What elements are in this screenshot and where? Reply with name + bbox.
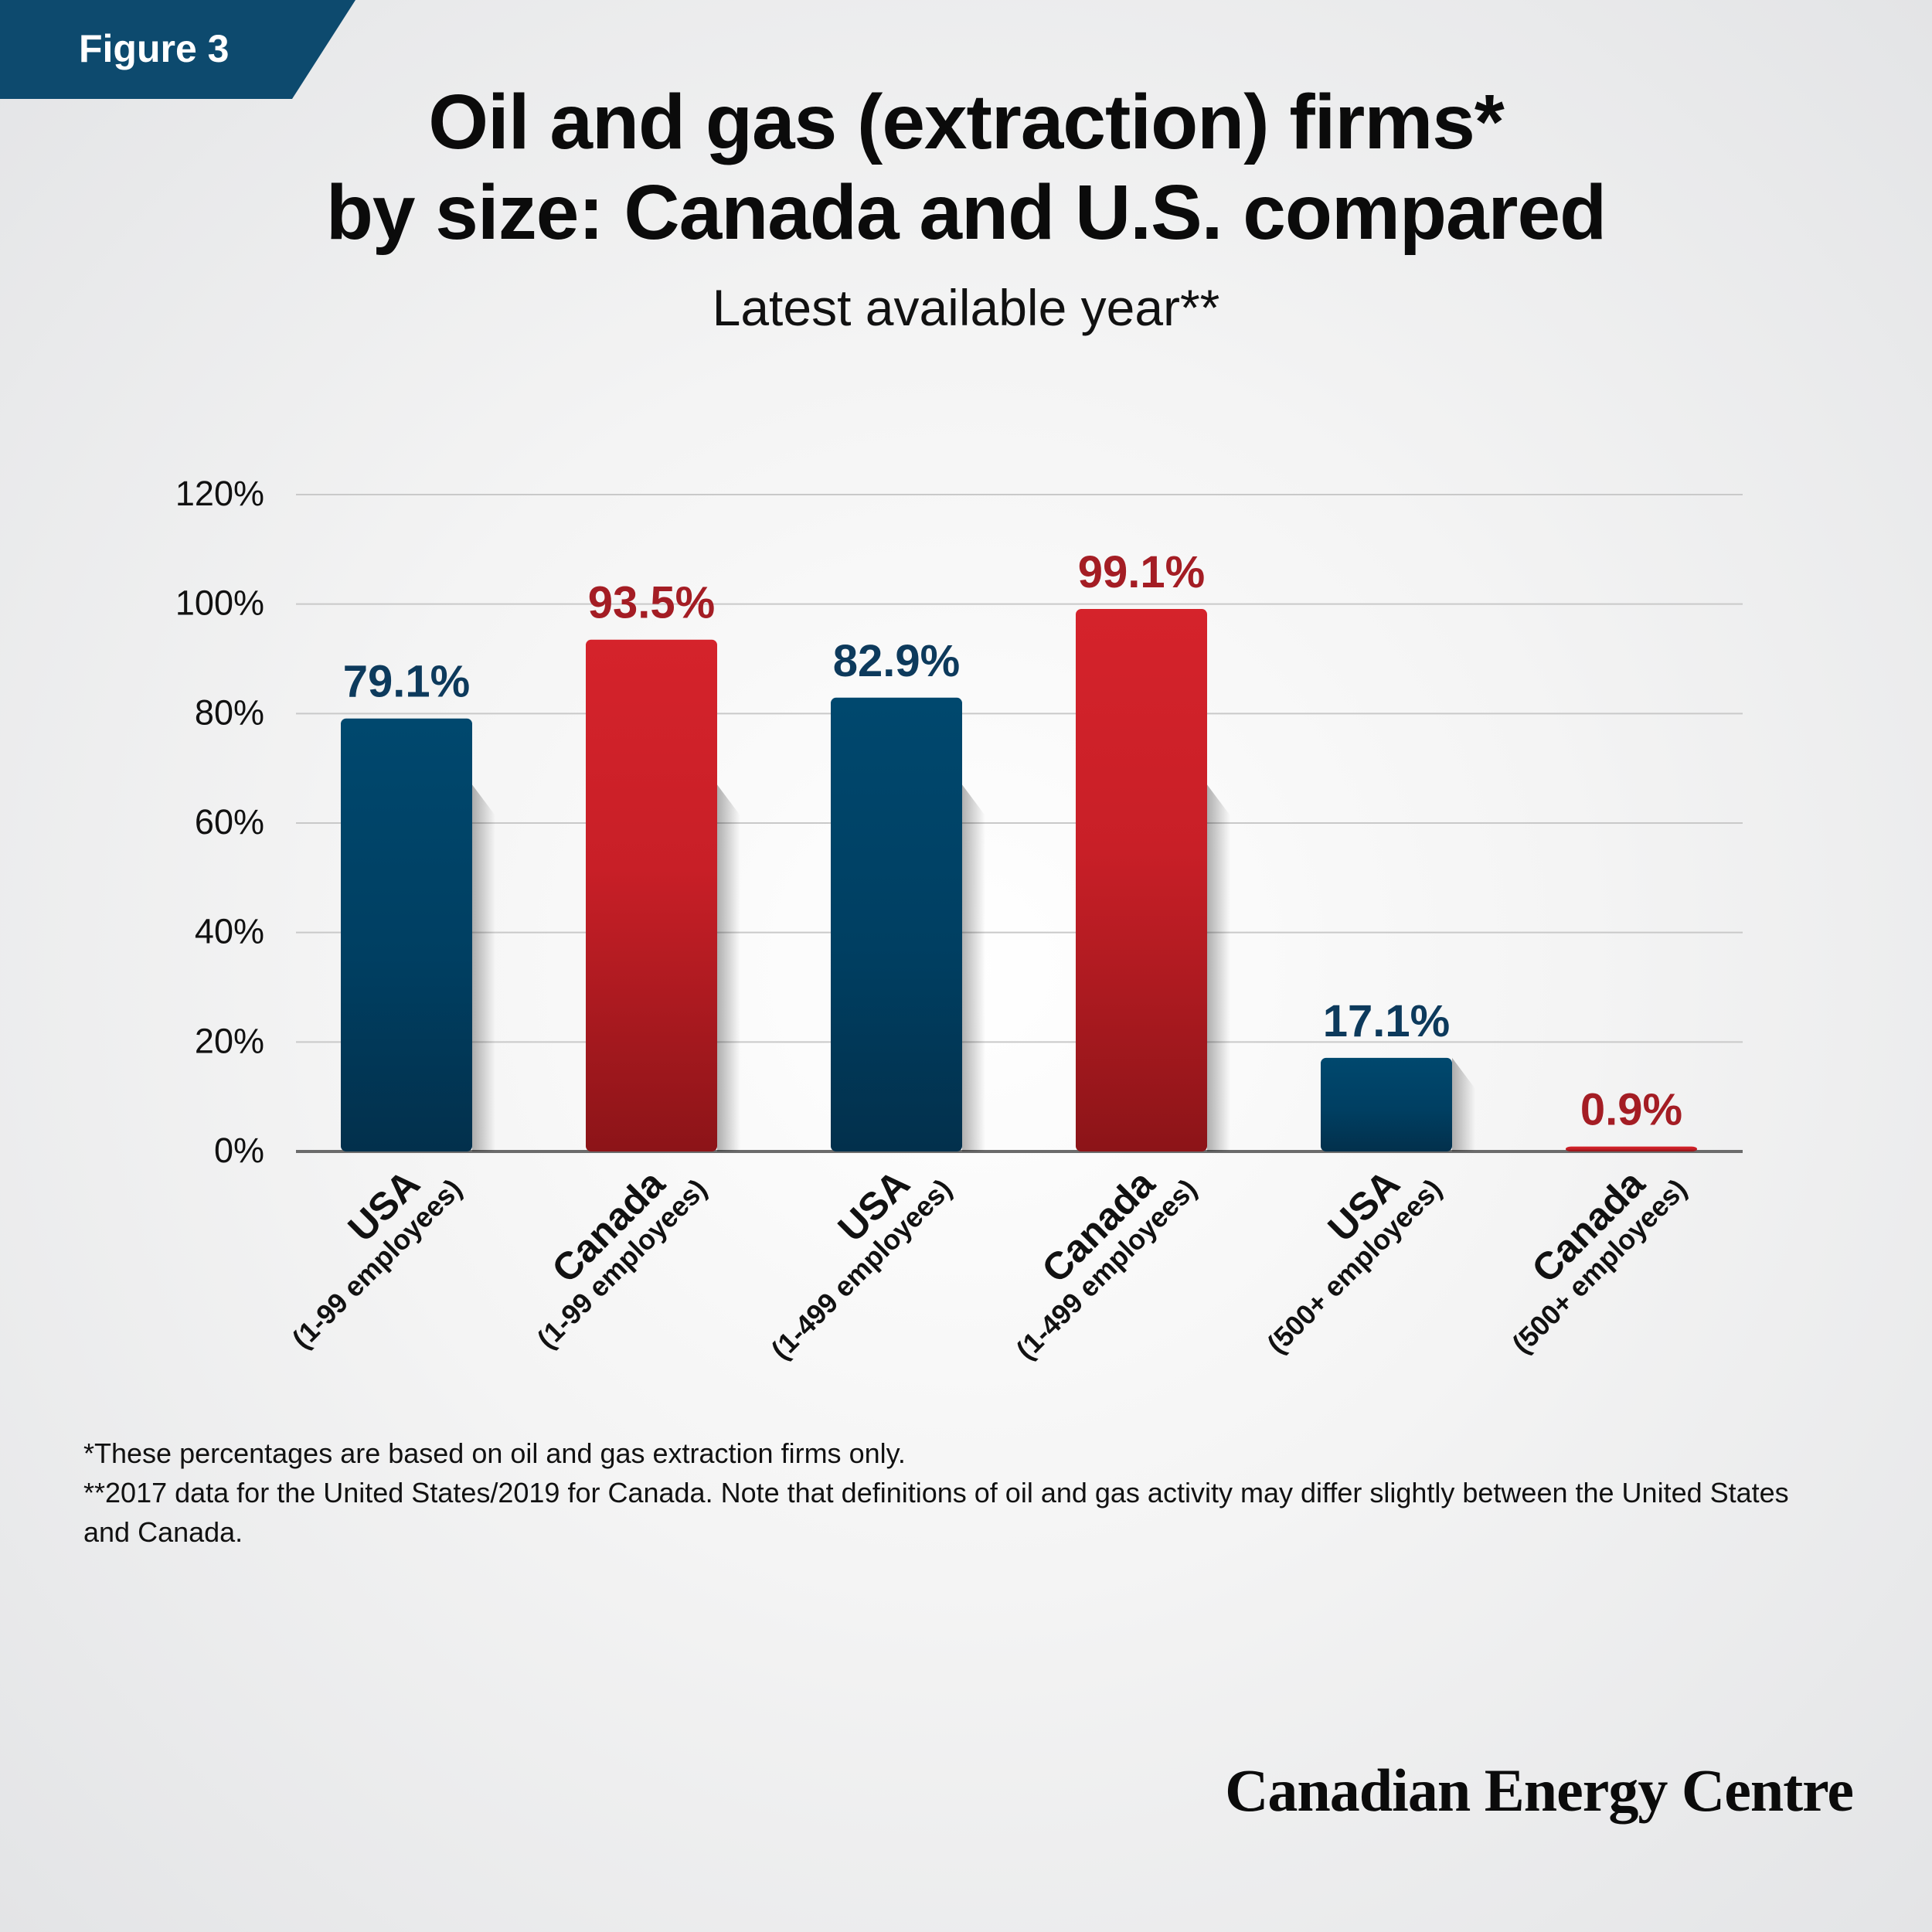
value-label: 17.1% bbox=[1323, 996, 1450, 1046]
y-tick-label: 100% bbox=[175, 583, 264, 623]
bar-shadow bbox=[472, 784, 495, 1151]
bar-canada bbox=[586, 639, 717, 1151]
value-label: 99.1% bbox=[1078, 547, 1205, 597]
y-tick-label: 0% bbox=[214, 1131, 264, 1170]
chart-title-line-1: Oil and gas (extraction) firms* bbox=[428, 79, 1505, 165]
bar-shadow bbox=[1207, 784, 1230, 1151]
chart-title: Oil and gas (extraction) firms* by size:… bbox=[0, 77, 1932, 258]
y-tick-label: 40% bbox=[195, 912, 264, 951]
bar-chart: 0% 20% 40% 60% 80% 100% 120% 79.1% USA(1-99 emp… bbox=[175, 474, 1743, 1366]
category-label: USA(500+ employees) bbox=[1260, 1162, 1447, 1359]
bar-shadow bbox=[962, 784, 985, 1151]
category-label: USA(1-499 employees) bbox=[765, 1162, 958, 1366]
category-label: Canada(1-499 employees) bbox=[1010, 1161, 1203, 1366]
chart-title-line-2: by size: Canada and U.S. compared bbox=[325, 169, 1607, 256]
bar-usa bbox=[831, 697, 962, 1151]
category-label: Canada(500+ employees) bbox=[1505, 1161, 1692, 1359]
category-label: USA(1-99 employees) bbox=[286, 1162, 468, 1355]
chart-subtitle: Latest available year** bbox=[712, 279, 1220, 336]
bar-canada bbox=[1566, 1146, 1697, 1151]
bar-canada bbox=[1076, 609, 1207, 1151]
brand-logo: Canadian Energy Centre bbox=[1225, 1757, 1854, 1824]
bar-usa bbox=[1321, 1057, 1452, 1151]
bar-shadow bbox=[1452, 1057, 1475, 1151]
figure-label: Figure 3 bbox=[79, 27, 230, 70]
y-tick-label: 120% bbox=[175, 474, 264, 513]
value-label: 0.9% bbox=[1580, 1085, 1682, 1135]
y-tick-label: 80% bbox=[195, 692, 264, 732]
footnote-1: *These percentages are based on oil and … bbox=[83, 1437, 906, 1469]
bar-shadow bbox=[717, 784, 740, 1151]
y-tick-label: 60% bbox=[195, 802, 264, 842]
value-label: 82.9% bbox=[833, 636, 960, 686]
category-label: Canada(1-99 employees) bbox=[531, 1161, 713, 1355]
value-label: 79.1% bbox=[343, 657, 470, 707]
y-tick-label: 20% bbox=[195, 1021, 264, 1060]
value-label: 93.5% bbox=[588, 578, 715, 628]
bar-usa bbox=[341, 718, 472, 1151]
footnotes: *These percentages are based on oil and … bbox=[83, 1434, 1822, 1552]
footnote-2: **2017 data for the United States/2019 f… bbox=[83, 1477, 1789, 1548]
figure-tab bbox=[0, 0, 355, 99]
